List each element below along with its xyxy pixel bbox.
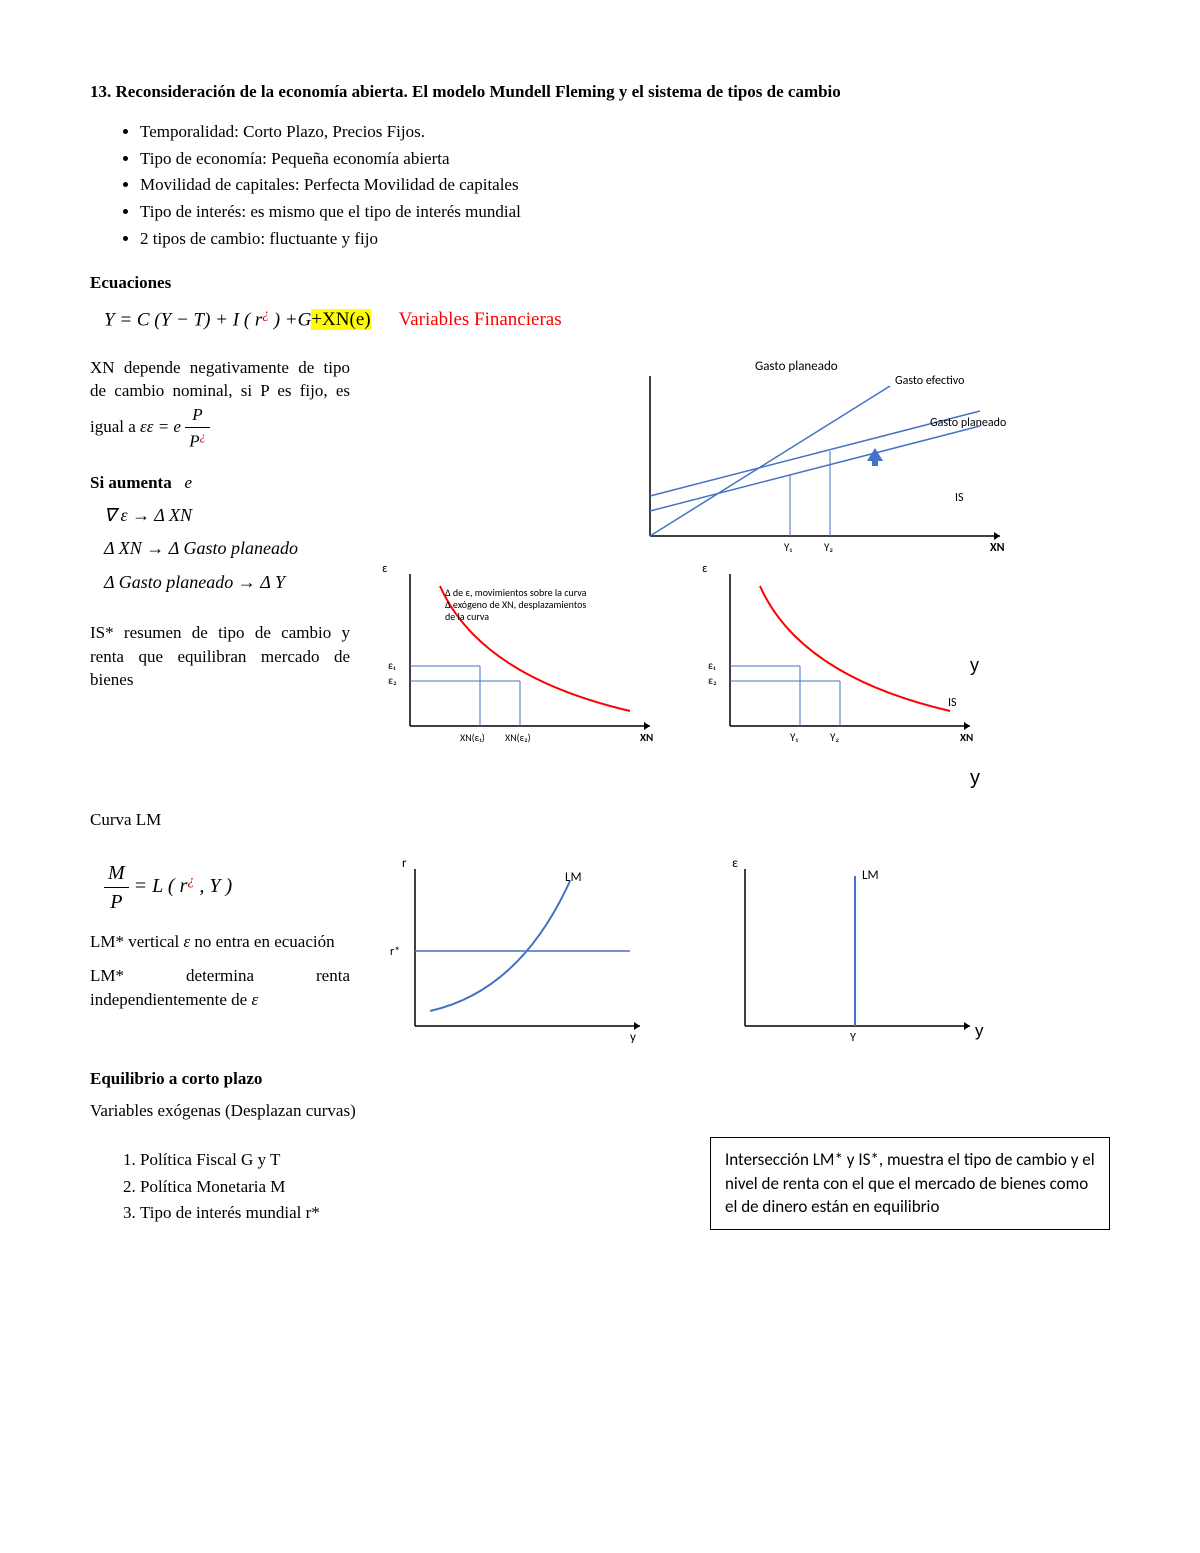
chain-2: Δ XN → Δ Gasto planeado [104,536,350,561]
equation-y: Y = C (Y − T) + I ( r¿ ) +G+XN(e) Variabl… [104,305,1110,334]
chart-title: Gasto planeado [755,359,838,374]
section-equilibrio: Equilibrio a corto plazo [90,1067,1110,1091]
label-lm: LM [862,868,879,883]
text: εε = e [140,417,181,436]
label-is: IS [948,696,957,710]
eq-text: Y = C (Y − T) + I ( r [104,309,262,330]
eps: ε [251,990,258,1009]
curva-lm-head: Curva LM [90,808,1110,832]
bullet-item: Tipo de interés: es mismo que el tipo de… [140,200,1110,224]
chart-lm-curve: r LM r* y [370,851,660,1051]
eps2: ε₂ [708,674,717,687]
label-xn: XN [990,541,1005,555]
y-label-standalone: y [90,764,1110,792]
label-planeado: Gasto planeado [930,416,1006,430]
xn-paragraph: XN depende negativamente de tipo de camb… [90,356,350,454]
y-label: y [970,655,979,675]
y2: Y₂ [830,731,839,744]
chain-1: ∇ ε → Δ XN [104,503,350,528]
axis-eps: ε [382,562,388,576]
chain-3: Δ Gasto planeado → Δ Y [104,570,350,595]
bullet-list: Temporalidad: Corto Plazo, Precios Fijos… [140,120,1110,251]
chart-lm-vertical: ε LM Y y [700,851,990,1051]
page-title: 13. Reconsideración de la economía abier… [90,80,1110,104]
eq-lm: MP = L ( r¿ , Y ) [104,859,350,916]
lm-para1: LM* vertical ε no entra en ecuación [90,930,350,954]
xn2: XN(ε₂) [505,731,531,744]
bullet-item: Temporalidad: Corto Plazo, Precios Fijos… [140,120,1110,144]
text: XN depende negativamente de tipo de camb… [90,358,350,437]
list-item: Tipo de interés mundial r* [140,1201,320,1225]
text: , Y ) [194,875,232,897]
label-lm: LM [565,870,582,885]
note3: de la curva [445,610,489,623]
num: P [185,403,209,428]
eq-highlight: +XN(e) [311,309,370,330]
eq-red-label: Variables Financieras [399,309,562,330]
asterisk: ¿ [262,306,269,321]
eq-ee: εε = e PP¿ [140,417,210,436]
label-Y: Y [850,1031,856,1045]
chart-is-curve: ε ε₁ ε₂ Y₁ Y₂ IS XN y [690,556,990,756]
text: Si aumenta [90,473,172,492]
text: LM* determina renta independientemente d… [90,966,350,1009]
exogenas-list: Política Fiscal G y T Política Monetaria… [140,1145,320,1228]
bullet-item: 2 tipos de cambio: fluctuante y fijo [140,227,1110,251]
text: no entra en ecuación [190,932,334,951]
r-star: r* [390,945,400,959]
eps1: ε₁ [388,659,396,672]
section-ecuaciones: Ecuaciones [90,271,1110,295]
axis-y: y [975,1021,984,1040]
lm-para2: LM* determina renta independientemente d… [90,964,350,1012]
text: LM* vertical [90,932,183,951]
y1: Y₁ [790,731,798,744]
si-aumenta-head: Si aumenta e [90,471,350,495]
exogenas-label: Variables exógenas (Desplazan curvas) [90,1099,1110,1123]
den: P¿ [185,428,209,453]
num: M [104,859,129,888]
var-e: e [184,473,192,492]
chart-xn-curve: ε Δ de ε, movimientos sobre la curva Δ e… [370,556,670,756]
xn1: XN(ε₁) [460,731,485,744]
axis-eps: ε [702,562,708,576]
label-efectivo: Gasto efectivo [895,374,964,388]
text: = L ( r [134,875,188,897]
callout-box: Intersección LM* y IS*, muestra el tipo … [710,1137,1110,1230]
axis-r: r [402,856,407,871]
bullet-item: Movilidad de capitales: Perfecta Movilid… [140,173,1110,197]
is-paragraph: IS* resumen de tipo de cambio y renta qu… [90,621,350,692]
eps2: ε₂ [388,674,397,687]
list-item: Política Monetaria M [140,1175,320,1199]
chart-keynesian-cross: Gasto planeado Gasto efectivo Gasto plan… [600,356,1030,566]
eps1: ε₁ [708,659,716,672]
den: P [104,888,129,916]
label-y1: Y₁ [784,541,792,554]
axis-y: y [630,1030,636,1045]
eq-text: ) +G [269,309,311,330]
axis-eps: ε [732,856,738,871]
bullet-item: Tipo de economía: Pequeña economía abier… [140,147,1110,171]
label-y2: Y₂ [824,541,833,554]
axis-xn: XN [640,731,653,744]
list-item: Política Fiscal G y T [140,1148,320,1172]
label-is: IS [955,491,964,505]
axis-xn: XN [960,731,973,744]
